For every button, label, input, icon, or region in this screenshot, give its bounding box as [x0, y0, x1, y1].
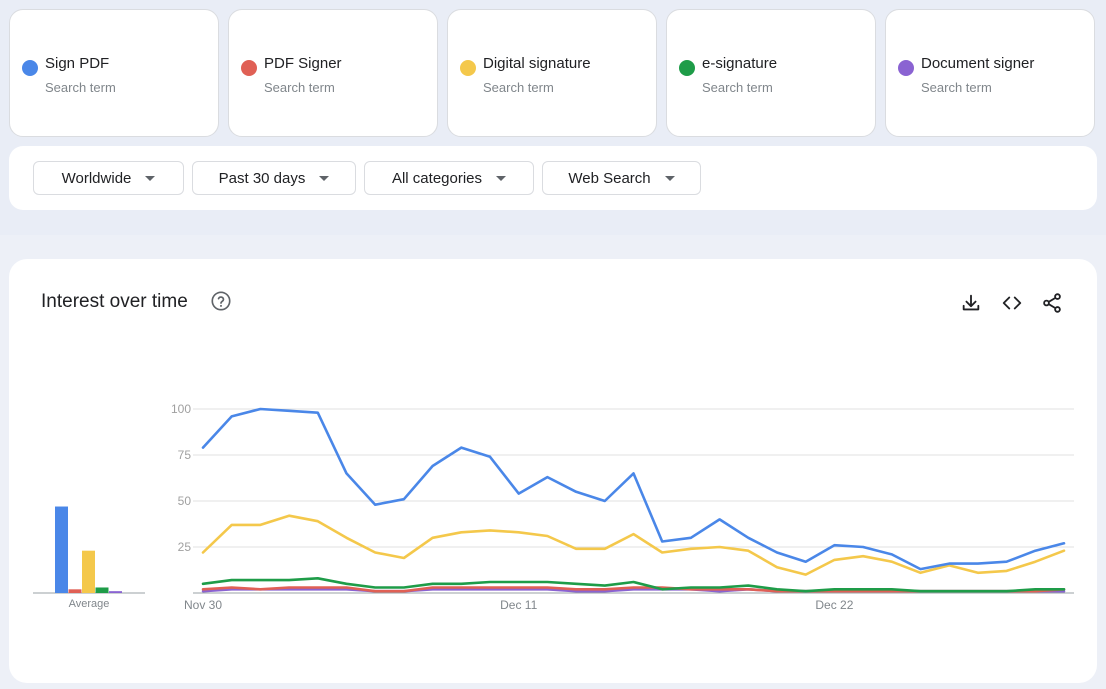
average-bar-chart: Average — [33, 506, 145, 610]
chart-grid — [193, 408, 1074, 594]
dropdown-arrow-icon — [664, 175, 675, 181]
series-color-dot — [898, 60, 914, 76]
y-tick-label-100: 100 — [171, 402, 191, 416]
x-tick-label: Nov 30 — [184, 598, 222, 612]
term-card-pdf-signer[interactable]: PDF Signer Search term — [228, 9, 438, 137]
help-circle-icon[interactable] — [210, 290, 232, 312]
series-color-dot — [241, 60, 257, 76]
region-label: Worldwide — [61, 169, 132, 187]
average-bar-document-signer — [109, 591, 122, 593]
filter-bar: Worldwide Past 30 days All categories We… — [9, 146, 1097, 210]
dropdown-arrow-icon — [496, 175, 507, 181]
average-bar-pdf-signer — [68, 589, 82, 593]
embed-code-icon[interactable] — [1001, 292, 1023, 314]
average-label: Average — [69, 598, 110, 610]
term-card-e-signature[interactable]: e-signature Search term — [666, 9, 876, 137]
term-name: Document signer — [921, 55, 1035, 72]
time-range-dropdown[interactable]: Past 30 days — [192, 161, 356, 195]
chart-series-lines — [201, 407, 1066, 593]
y-tick-label-75: 75 — [178, 448, 192, 462]
series-line-e-signature — [201, 576, 1066, 593]
search-type-dropdown[interactable]: Web Search — [542, 161, 701, 195]
dropdown-arrow-icon — [319, 175, 330, 181]
series-color-dot — [679, 60, 695, 76]
series-color-dot — [22, 60, 38, 76]
download-icon[interactable] — [960, 292, 982, 314]
time-range-label: Past 30 days — [218, 169, 306, 187]
term-name: PDF Signer — [264, 55, 342, 72]
term-card-digital-signature[interactable]: Digital signature Search term — [447, 9, 657, 137]
share-icon[interactable] — [1041, 292, 1063, 314]
average-bar-digital-signature — [82, 550, 95, 593]
x-tick-label: Dec 22 — [815, 598, 853, 612]
term-subtitle: Search term — [45, 80, 116, 95]
term-card-document-signer[interactable]: Document signer Search term — [885, 9, 1095, 137]
y-tick-label-50: 50 — [178, 494, 192, 508]
dropdown-arrow-icon — [145, 175, 156, 181]
term-subtitle: Search term — [264, 80, 335, 95]
category-label: All categories — [391, 169, 483, 187]
term-name: Digital signature — [483, 55, 591, 72]
term-name: e-signature — [702, 55, 778, 72]
series-color-dot — [460, 60, 476, 76]
series-line-digital-signature — [201, 514, 1066, 576]
term-card-sign-pdf[interactable]: Sign PDF Search term — [9, 9, 219, 137]
region-dropdown[interactable]: Worldwide — [33, 161, 184, 195]
interest-over-time-panel: Interest over time Average 25 50 75 100 Nov … — [9, 259, 1097, 683]
term-name: Sign PDF — [45, 55, 110, 72]
category-dropdown[interactable]: All categories — [364, 161, 534, 195]
x-tick-label: Dec 11 — [500, 598, 537, 612]
term-subtitle: Search term — [921, 80, 992, 95]
average-bar-sign-pdf — [55, 506, 68, 593]
term-subtitle: Search term — [483, 80, 554, 95]
search-type-label: Web Search — [568, 169, 651, 187]
chart-axis-labels: 25 50 75 100 Nov 30 Dec 11 Dec 22 — [171, 402, 854, 612]
average-bar-e-signature — [95, 587, 109, 593]
series-line-sign-pdf — [201, 407, 1066, 571]
y-tick-label-25: 25 — [178, 540, 192, 554]
interest-line-chart: Average 25 50 75 100 Nov 30 Dec 11 Dec 22 — [33, 402, 1074, 612]
panel-title: Interest over time — [41, 291, 188, 312]
term-subtitle: Search term — [702, 80, 773, 95]
